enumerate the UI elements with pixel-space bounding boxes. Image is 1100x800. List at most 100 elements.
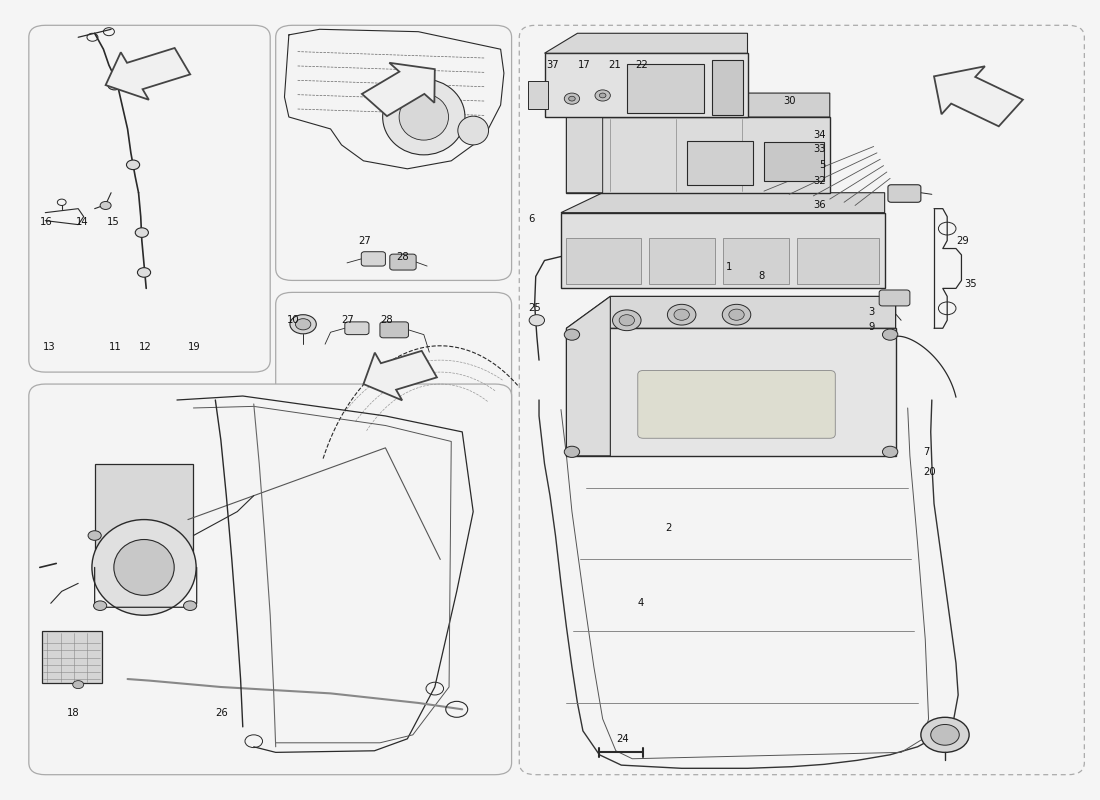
Ellipse shape — [383, 79, 465, 155]
Bar — [627, 63, 704, 113]
Bar — [713, 60, 744, 114]
Circle shape — [921, 718, 969, 752]
Text: 19: 19 — [188, 342, 200, 351]
Text: 24: 24 — [616, 734, 628, 744]
Text: 9: 9 — [868, 322, 875, 332]
FancyBboxPatch shape — [344, 322, 369, 334]
Ellipse shape — [399, 94, 449, 140]
FancyBboxPatch shape — [879, 290, 910, 306]
Text: 35: 35 — [965, 279, 978, 290]
FancyBboxPatch shape — [379, 322, 408, 338]
FancyBboxPatch shape — [519, 26, 1085, 774]
Bar — [649, 238, 715, 285]
Bar — [688, 141, 754, 185]
Text: 7: 7 — [923, 447, 930, 457]
Text: 6: 6 — [528, 214, 535, 224]
Polygon shape — [566, 296, 895, 328]
Text: 2: 2 — [666, 522, 672, 533]
Polygon shape — [934, 66, 1023, 126]
Polygon shape — [566, 93, 829, 117]
Text: 27: 27 — [358, 235, 371, 246]
Text: 25: 25 — [528, 303, 541, 314]
Circle shape — [882, 446, 898, 458]
Bar — [528, 81, 548, 109]
Circle shape — [613, 310, 641, 330]
Bar — [95, 464, 194, 567]
Circle shape — [88, 530, 101, 540]
Circle shape — [595, 90, 610, 101]
Bar — [724, 238, 789, 285]
Circle shape — [569, 96, 575, 101]
Ellipse shape — [114, 539, 174, 595]
Circle shape — [564, 93, 580, 104]
Bar — [544, 54, 748, 117]
Text: 10: 10 — [287, 315, 299, 326]
Circle shape — [126, 160, 140, 170]
Text: 36: 36 — [813, 200, 826, 210]
Text: 28: 28 — [379, 315, 393, 326]
Text: 20: 20 — [923, 466, 936, 477]
Text: 30: 30 — [783, 96, 796, 106]
Circle shape — [619, 314, 635, 326]
Text: 29: 29 — [956, 235, 969, 246]
Circle shape — [600, 93, 606, 98]
Circle shape — [296, 318, 311, 330]
Text: 17: 17 — [578, 60, 591, 70]
Text: 28: 28 — [396, 251, 409, 262]
Circle shape — [564, 446, 580, 458]
Text: 26: 26 — [216, 707, 228, 718]
Text: 14: 14 — [76, 218, 89, 227]
Circle shape — [94, 601, 107, 610]
FancyBboxPatch shape — [888, 185, 921, 202]
Circle shape — [138, 268, 151, 278]
Text: 32: 32 — [813, 176, 826, 186]
Text: 18: 18 — [67, 707, 80, 718]
Ellipse shape — [92, 519, 196, 615]
Text: 5: 5 — [818, 160, 825, 170]
Text: 3: 3 — [868, 307, 875, 318]
Circle shape — [931, 725, 959, 745]
Circle shape — [135, 228, 149, 238]
FancyBboxPatch shape — [29, 384, 512, 774]
Circle shape — [564, 329, 580, 340]
Text: 8: 8 — [759, 271, 764, 282]
Polygon shape — [106, 48, 190, 100]
Ellipse shape — [458, 116, 488, 145]
FancyBboxPatch shape — [276, 292, 512, 480]
Circle shape — [723, 304, 751, 325]
Bar — [566, 117, 829, 193]
FancyBboxPatch shape — [638, 370, 835, 438]
Polygon shape — [566, 296, 610, 456]
Circle shape — [668, 304, 696, 325]
Text: 15: 15 — [107, 218, 120, 227]
Text: 11: 11 — [109, 342, 122, 351]
Bar — [566, 328, 895, 456]
FancyBboxPatch shape — [29, 26, 271, 372]
Polygon shape — [566, 93, 603, 193]
Text: 12: 12 — [139, 342, 152, 351]
Bar — [42, 631, 102, 683]
FancyBboxPatch shape — [389, 254, 416, 270]
Polygon shape — [561, 193, 884, 213]
Text: 16: 16 — [40, 218, 53, 227]
Polygon shape — [544, 34, 748, 54]
Circle shape — [729, 309, 745, 320]
Bar — [561, 213, 884, 288]
Circle shape — [674, 309, 690, 320]
Circle shape — [184, 601, 197, 610]
Text: 37: 37 — [547, 60, 559, 70]
FancyBboxPatch shape — [276, 26, 512, 281]
Bar — [566, 238, 641, 285]
Text: 13: 13 — [43, 342, 56, 351]
Text: 21: 21 — [608, 60, 620, 70]
Polygon shape — [363, 351, 437, 400]
Circle shape — [290, 314, 317, 334]
Text: 4: 4 — [638, 598, 644, 608]
Circle shape — [882, 329, 898, 340]
Text: 22: 22 — [636, 60, 648, 70]
Bar — [796, 238, 879, 285]
Circle shape — [529, 314, 544, 326]
Polygon shape — [362, 62, 435, 116]
Bar — [764, 142, 824, 181]
Circle shape — [108, 80, 121, 90]
